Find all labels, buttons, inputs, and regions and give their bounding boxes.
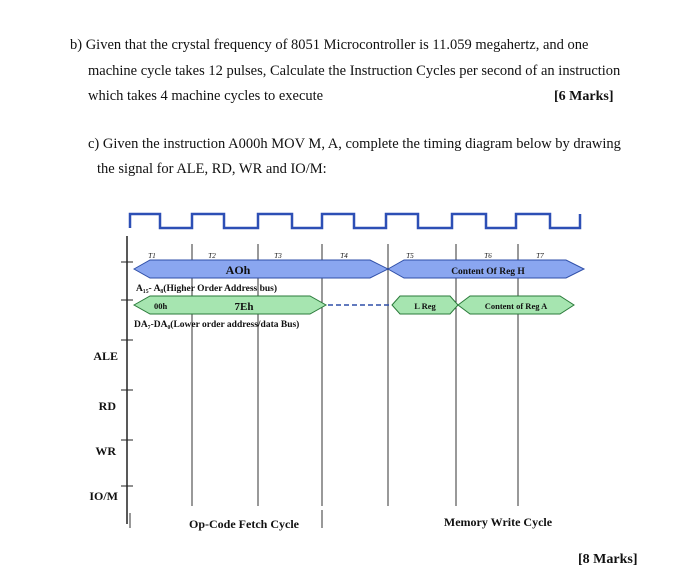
t-label-7: T7 [536, 252, 544, 260]
question-c-line-2: the signal for ALE, RD, WR and IO/M: [97, 161, 327, 177]
reg-h-content: Content Of Reg H [451, 267, 525, 277]
reg-a-content: Content of Reg A [485, 301, 548, 311]
memory-write-label: Memory Write Cycle [444, 515, 553, 529]
question-b-line-1: b) Given that the crystal frequency of 8… [70, 37, 589, 53]
question-b-line-2: machine cycle takes 12 pulses, Calculate… [88, 63, 621, 79]
signal-label-io-m: IO/M [89, 489, 118, 503]
l-reg-label: L Reg [414, 301, 436, 311]
low-address-bus-label: DA₇-DA₀(Lower order address/data Bus) [134, 319, 299, 330]
signal-label-wr: WR [95, 444, 116, 458]
t-label-2: T2 [208, 252, 216, 260]
high-address-bus-label: A₁₅- A₈(Higher Order Address bus) [136, 283, 277, 294]
question-b-line-3: which takes 4 machine cycles to execute [88, 88, 324, 104]
t-label-6: T6 [484, 252, 492, 260]
low-address-value-1: 00h [154, 301, 168, 311]
opcode-fetch-label: Op-Code Fetch Cycle [189, 517, 300, 531]
t-label-4: T4 [340, 252, 348, 260]
high-address-bus-shape [132, 259, 390, 279]
low-address-bus-shape [132, 295, 328, 315]
high-address-value: AOh [226, 263, 251, 277]
t-label-1: T1 [148, 252, 155, 260]
reg-h-bus-shape [386, 259, 586, 279]
low-address-value-2: 7Eh [235, 301, 254, 313]
reg-a-bus-shape [457, 295, 575, 315]
question-c-marks: [8 Marks] [578, 552, 638, 567]
question-c-line-1: c) Given the instruction A000h MOV M, A,… [88, 136, 621, 152]
t-label-3: T3 [274, 252, 282, 260]
signal-label-rd: RD [99, 399, 117, 413]
signal-label-ale: ALE [93, 349, 118, 363]
question-b-marks: [6 Marks] [554, 89, 614, 104]
t-label-5: T5 [406, 252, 414, 260]
clock-waveform [128, 212, 582, 230]
